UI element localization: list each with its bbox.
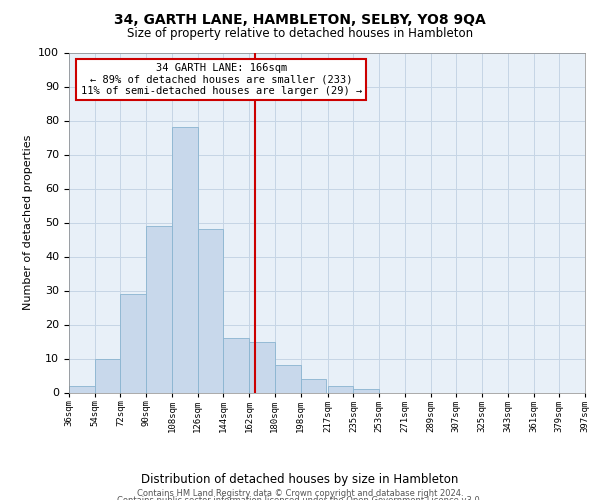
Bar: [328, 386, 353, 392]
Y-axis label: Number of detached properties: Number of detached properties: [23, 135, 33, 310]
Bar: [172, 128, 197, 392]
Text: Contains public sector information licensed under the Open Government Licence v3: Contains public sector information licen…: [118, 496, 482, 500]
Bar: [121, 294, 146, 392]
Bar: [197, 230, 223, 392]
Bar: [69, 386, 95, 392]
Bar: [146, 226, 172, 392]
Bar: [301, 379, 326, 392]
Text: Size of property relative to detached houses in Hambleton: Size of property relative to detached ho…: [127, 28, 473, 40]
Bar: [249, 342, 275, 392]
Text: 34, GARTH LANE, HAMBLETON, SELBY, YO8 9QA: 34, GARTH LANE, HAMBLETON, SELBY, YO8 9Q…: [114, 12, 486, 26]
Bar: [223, 338, 249, 392]
Text: Contains HM Land Registry data © Crown copyright and database right 2024.: Contains HM Land Registry data © Crown c…: [137, 489, 463, 498]
Bar: [353, 389, 379, 392]
Bar: [95, 358, 121, 392]
Text: 34 GARTH LANE: 166sqm
← 89% of detached houses are smaller (233)
11% of semi-det: 34 GARTH LANE: 166sqm ← 89% of detached …: [80, 62, 362, 96]
Bar: [275, 366, 301, 392]
Text: Distribution of detached houses by size in Hambleton: Distribution of detached houses by size …: [142, 472, 458, 486]
